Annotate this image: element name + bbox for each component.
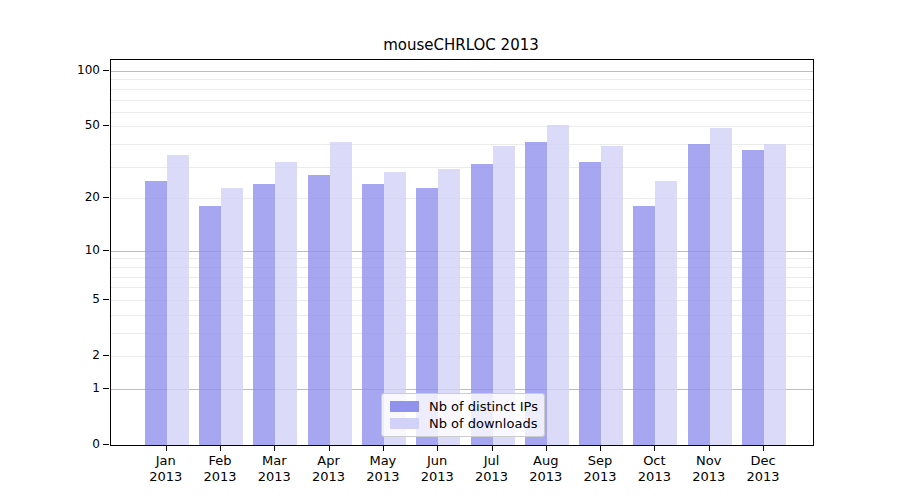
bar-distinct-ips xyxy=(253,184,275,445)
bar-distinct-ips xyxy=(145,181,167,445)
x-axis-label: Feb2013 xyxy=(193,453,247,485)
y-axis-tick xyxy=(103,299,109,300)
x-axis-label: Sep2013 xyxy=(573,453,627,485)
bar-downloads xyxy=(167,155,189,445)
y-axis-label: 20 xyxy=(60,190,100,204)
legend-entry-downloads: Nb of downloads xyxy=(390,415,544,432)
y-axis-tick xyxy=(103,125,109,126)
x-axis-label: Aug2013 xyxy=(519,453,573,485)
y-axis-label: 1 xyxy=(60,381,100,395)
bar-downloads xyxy=(221,188,243,446)
x-axis-tick xyxy=(546,445,547,451)
x-axis-tick xyxy=(220,445,221,451)
x-axis-label: Apr2013 xyxy=(302,453,356,485)
gridline-minor xyxy=(111,126,813,127)
bar-downloads xyxy=(710,128,732,445)
bar-distinct-ips xyxy=(199,206,221,445)
x-axis-label: Jul2013 xyxy=(465,453,519,485)
x-axis-tick xyxy=(492,445,493,451)
x-axis-label: Mar2013 xyxy=(247,453,301,485)
x-axis-label: Nov2013 xyxy=(682,453,736,485)
y-axis-label: 2 xyxy=(60,348,100,362)
gridline-minor xyxy=(111,100,813,101)
bar-downloads xyxy=(655,181,677,445)
figure: mouseCHRLOC 2013 Nb of distinct IPs Nb o… xyxy=(0,0,900,500)
bar-downloads xyxy=(547,125,569,445)
x-axis-label-year: 2013 xyxy=(302,469,356,485)
x-axis-tick xyxy=(329,445,330,451)
x-axis-label-year: 2013 xyxy=(682,469,736,485)
bar-downloads xyxy=(275,162,297,445)
x-axis-label-year: 2013 xyxy=(465,469,519,485)
x-axis-label-year: 2013 xyxy=(573,469,627,485)
x-axis-tick xyxy=(709,445,710,451)
gridline-minor xyxy=(111,112,813,113)
x-axis-tick xyxy=(166,445,167,451)
x-axis-tick xyxy=(274,445,275,451)
bar-distinct-ips xyxy=(579,162,601,445)
bar-distinct-ips xyxy=(633,206,655,445)
gridline-minor xyxy=(111,89,813,90)
y-axis-tick xyxy=(103,444,109,445)
gridline-major xyxy=(111,71,813,72)
bar-distinct-ips xyxy=(742,150,764,445)
legend-label-distinct-ips: Nb of distinct IPs xyxy=(429,398,538,415)
bar-distinct-ips xyxy=(688,144,710,445)
x-axis-label: Oct2013 xyxy=(627,453,681,485)
legend-swatch-distinct-ips xyxy=(390,401,419,412)
x-axis-label: May2013 xyxy=(356,453,410,485)
x-axis-label-year: 2013 xyxy=(410,469,464,485)
y-axis-label: 0 xyxy=(60,437,100,451)
legend-entry-distinct-ips: Nb of distinct IPs xyxy=(390,398,544,415)
x-axis-label-year: 2013 xyxy=(627,469,681,485)
bar-downloads xyxy=(601,146,623,445)
x-axis-label-year: 2013 xyxy=(247,469,301,485)
y-axis-tick xyxy=(103,197,109,198)
y-axis-tick xyxy=(103,250,109,251)
x-axis-label: Dec2013 xyxy=(736,453,790,485)
plot-area: Nb of distinct IPs Nb of downloads xyxy=(110,59,814,446)
bar-downloads xyxy=(330,142,352,445)
legend: Nb of distinct IPs Nb of downloads xyxy=(381,393,545,437)
x-axis-label: Jan2013 xyxy=(139,453,193,485)
bar-downloads xyxy=(764,144,786,445)
x-axis-tick xyxy=(600,445,601,451)
x-axis-label: Jun2013 xyxy=(410,453,464,485)
chart-title: mouseCHRLOC 2013 xyxy=(110,37,812,54)
x-axis-label-year: 2013 xyxy=(519,469,573,485)
x-axis-label-year: 2013 xyxy=(736,469,790,485)
legend-swatch-downloads xyxy=(390,418,419,429)
y-axis-label: 5 xyxy=(60,292,100,306)
y-axis-tick xyxy=(103,355,109,356)
x-axis-tick xyxy=(437,445,438,451)
y-axis-label: 10 xyxy=(60,243,100,257)
y-axis-label: 100 xyxy=(60,63,100,77)
legend-label-downloads: Nb of downloads xyxy=(429,415,537,432)
x-axis-tick xyxy=(383,445,384,451)
gridline-minor xyxy=(111,79,813,80)
x-axis-label-year: 2013 xyxy=(139,469,193,485)
y-axis-tick xyxy=(103,388,109,389)
x-axis-tick xyxy=(763,445,764,451)
y-axis-label: 50 xyxy=(60,118,100,132)
y-axis-tick xyxy=(103,70,109,71)
x-axis-label-year: 2013 xyxy=(193,469,247,485)
x-axis-tick xyxy=(654,445,655,451)
bar-distinct-ips xyxy=(308,175,330,445)
x-axis-label-year: 2013 xyxy=(356,469,410,485)
